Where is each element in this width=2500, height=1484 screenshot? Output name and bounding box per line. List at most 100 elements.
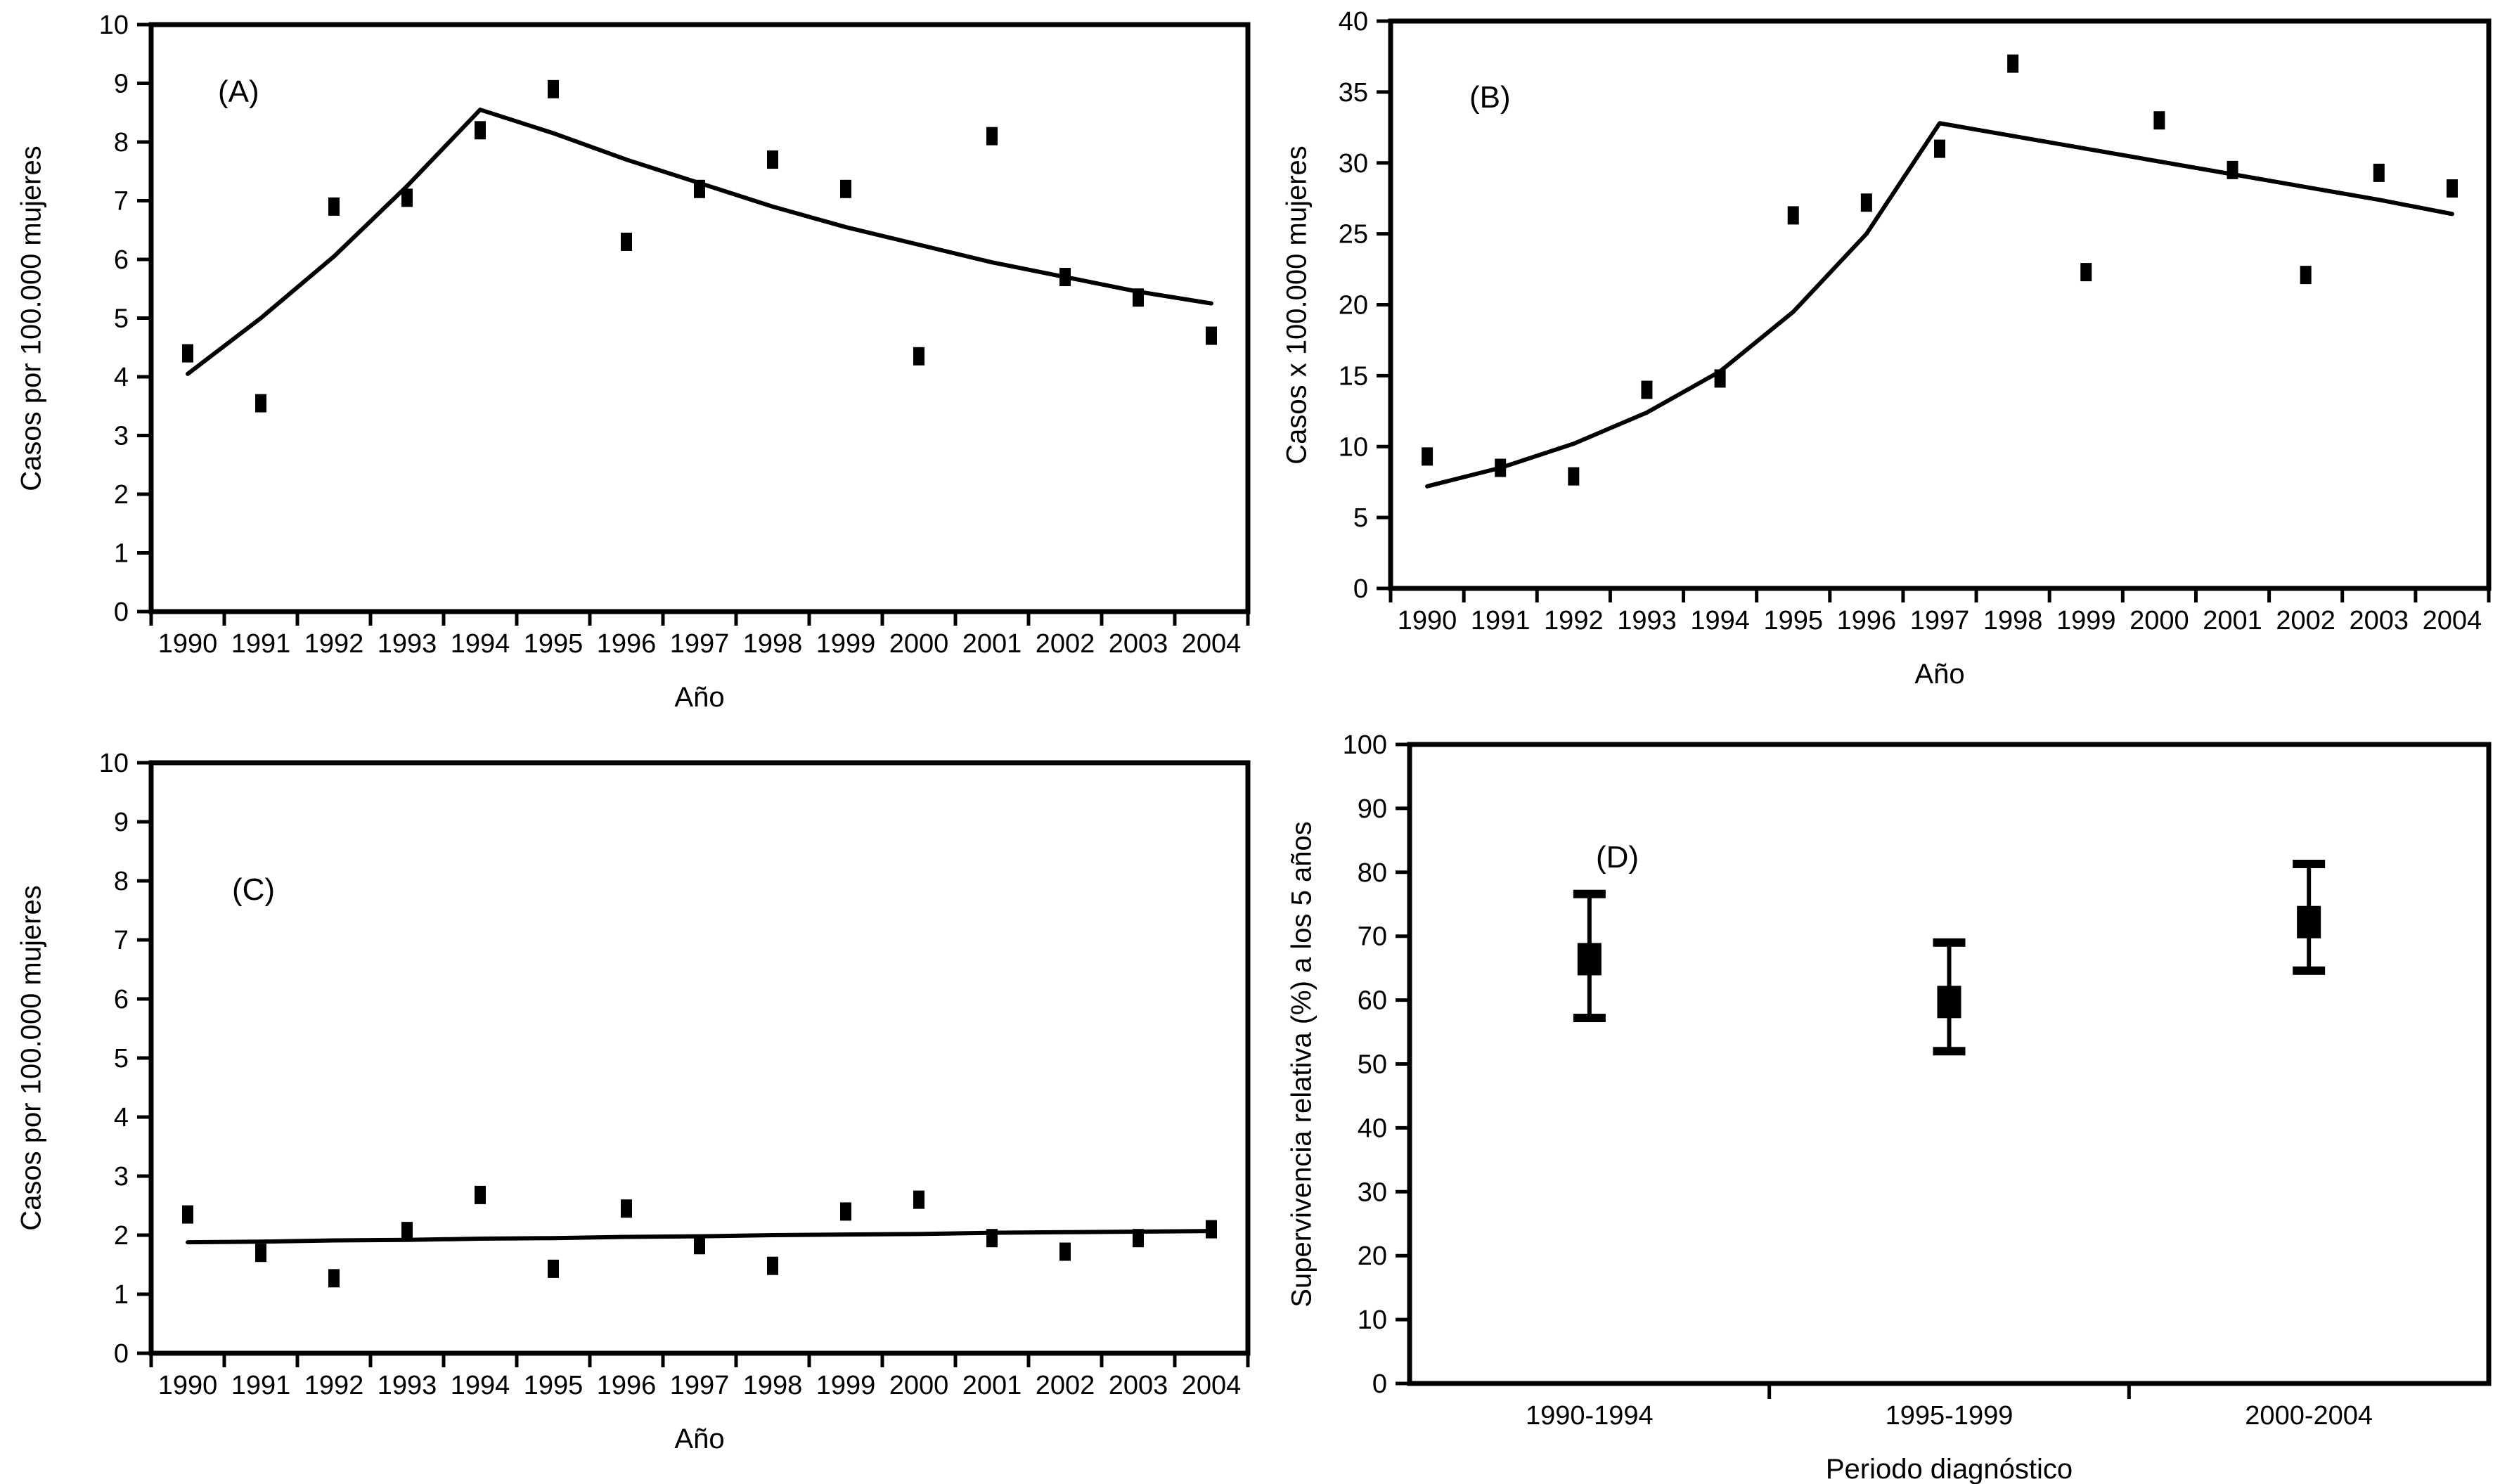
x-tick-label: 1997 bbox=[670, 629, 730, 659]
y-tick-label: 80 bbox=[1358, 858, 1387, 888]
data-point-marker bbox=[1059, 1242, 1071, 1261]
y-tick-label: 35 bbox=[1339, 78, 1368, 108]
x-tick-label: 2000 bbox=[889, 1371, 949, 1400]
error-bar bbox=[2293, 859, 2326, 975]
y-tick-label: 40 bbox=[1358, 1114, 1387, 1143]
trend-line bbox=[1425, 121, 2454, 489]
data-point-marker bbox=[1133, 1229, 1144, 1248]
data-point-marker bbox=[255, 1244, 266, 1263]
data-point-marker bbox=[767, 150, 778, 169]
y-tick-label: 0 bbox=[1372, 1369, 1387, 1399]
data-point-marker bbox=[694, 179, 705, 198]
y-tick-label: 60 bbox=[1358, 986, 1387, 1016]
x-tick-label: 1991 bbox=[231, 1371, 291, 1400]
data-point-marker bbox=[2007, 54, 2019, 73]
y-tick-label: 9 bbox=[114, 70, 129, 99]
panel-b: 0 5 10 15 20 25 30 35 40 1990 1991 1992 1993 1994 1995… bbox=[1258, 0, 2500, 735]
x-tick-label: 1995-1999 bbox=[1886, 1401, 2013, 1431]
x-tick-label: 1995 bbox=[1763, 606, 1823, 635]
x-tick-label: 2000-2004 bbox=[2245, 1401, 2373, 1431]
data-point-marker bbox=[621, 232, 632, 251]
data-point-marker bbox=[2446, 179, 2458, 198]
x-tick-label: 2002 bbox=[2276, 606, 2335, 635]
y-tick-label: 6 bbox=[114, 985, 129, 1014]
panel-d-plot: 0 10 20 30 40 50 60 70 80 90 100 1990-1994 1995-1999… bbox=[1343, 735, 2492, 1431]
x-tick-label: 1993 bbox=[1617, 606, 1677, 635]
data-point-marker bbox=[2080, 263, 2092, 282]
data-point-marker bbox=[328, 197, 340, 216]
panel-b-x-axis-title: Año bbox=[1914, 659, 1965, 690]
y-tick-label: 20 bbox=[1339, 291, 1368, 321]
y-tick-label: 3 bbox=[114, 1162, 129, 1192]
data-point-marker bbox=[621, 1199, 632, 1218]
data-point-marker bbox=[1495, 458, 1507, 477]
x-tick-label: 1990 bbox=[158, 1371, 218, 1400]
data-point-marker bbox=[694, 1236, 705, 1255]
data-point-marker bbox=[1860, 193, 1872, 212]
x-tick-label: 1992 bbox=[1544, 606, 1604, 635]
y-tick-label: 90 bbox=[1358, 794, 1387, 824]
x-tick-label: 1999 bbox=[2056, 606, 2116, 635]
x-tick-label: 2004 bbox=[1182, 629, 1242, 659]
y-tick-label: 0 bbox=[1353, 574, 1368, 604]
x-tick-label: 1999 bbox=[816, 1371, 876, 1400]
panel-d-x-axis-title: Periodo diagnóstico bbox=[1825, 1454, 2073, 1484]
panel-a-x-axis-title: Año bbox=[674, 682, 725, 713]
trend-line bbox=[186, 108, 1213, 376]
x-tick-label: 1992 bbox=[304, 629, 364, 659]
x-tick-label: 1994 bbox=[451, 629, 510, 659]
y-tick-label: 1 bbox=[114, 1280, 129, 1310]
data-point-marker bbox=[1422, 447, 1433, 466]
y-tick-label: 3 bbox=[114, 422, 129, 451]
y-tick-label: 20 bbox=[1358, 1241, 1387, 1271]
x-tick-label: 2003 bbox=[2350, 606, 2409, 635]
x-tick-label: 1994 bbox=[451, 1371, 510, 1400]
data-point-marker bbox=[2227, 160, 2238, 179]
panel-c-plot: 0 1 2 3 4 5 6 7 8 9 10 1990 1991 1992 1993 1994 1995 1996… bbox=[99, 749, 1251, 1400]
y-tick-label: 6 bbox=[114, 245, 129, 275]
data-point-marker bbox=[986, 1229, 998, 1248]
x-tick-label: 1999 bbox=[816, 629, 876, 659]
x-tick-label: 1993 bbox=[378, 1371, 437, 1400]
y-tick-label: 50 bbox=[1358, 1050, 1387, 1080]
x-tick-label: 1991 bbox=[231, 629, 291, 659]
panel-c-y-axis-title: Casos por 100.000 mujeres bbox=[15, 885, 47, 1231]
y-tick-label: 5 bbox=[114, 304, 129, 334]
panel-c-x-axis-title: Año bbox=[674, 1424, 725, 1454]
x-tick-label: 2000 bbox=[889, 629, 949, 659]
x-tick-label: 2001 bbox=[962, 629, 1022, 659]
data-point-marker bbox=[548, 79, 559, 98]
y-tick-label: 10 bbox=[99, 749, 129, 778]
y-tick-label: 0 bbox=[114, 598, 129, 627]
y-tick-label: 40 bbox=[1339, 7, 1368, 37]
x-tick-label: 2002 bbox=[1036, 1371, 1095, 1400]
x-tick-label: 1995 bbox=[524, 629, 584, 659]
y-tick-label: 30 bbox=[1339, 149, 1368, 179]
panel-a: 0 1 2 3 4 5 6 7 8 9 10 1990 1991 1992 1993 1994 1995 1996… bbox=[0, 0, 1258, 735]
x-tick-label: 1995 bbox=[524, 1371, 584, 1400]
y-tick-label: 30 bbox=[1358, 1177, 1387, 1207]
data-point-marker bbox=[548, 1259, 559, 1278]
data-point-marker bbox=[1641, 380, 1653, 399]
y-tick-label: 2 bbox=[114, 480, 129, 510]
x-tick-label: 1996 bbox=[597, 1371, 657, 1400]
panel-a-plot: 0 1 2 3 4 5 6 7 8 9 10 1990 1991 1992 1993 1994 1995 1996… bbox=[99, 11, 1251, 659]
x-tick-label: 2001 bbox=[962, 1371, 1022, 1400]
data-point-marker bbox=[913, 1190, 924, 1209]
data-point-marker bbox=[1787, 206, 1799, 225]
x-tick-label: 2003 bbox=[1109, 629, 1168, 659]
data-point-marker bbox=[1206, 326, 1217, 345]
panel-d-y-axis-title: Supervivencia relativa (%) a los 5 años bbox=[1286, 820, 1317, 1308]
data-point-marker bbox=[767, 1256, 778, 1275]
y-tick-label: 4 bbox=[114, 1103, 129, 1133]
data-point-marker bbox=[255, 394, 266, 413]
x-tick-label: 1991 bbox=[1471, 606, 1531, 635]
x-tick-label: 1990-1994 bbox=[1526, 1401, 1654, 1431]
data-point-marker bbox=[475, 121, 486, 140]
x-tick-label: 1990 bbox=[158, 629, 218, 659]
y-tick-label: 9 bbox=[114, 808, 129, 837]
x-tick-label: 1994 bbox=[1690, 606, 1750, 635]
y-tick-label: 70 bbox=[1358, 922, 1387, 952]
y-tick-label: 10 bbox=[1339, 432, 1368, 462]
y-tick-label: 15 bbox=[1339, 361, 1368, 391]
